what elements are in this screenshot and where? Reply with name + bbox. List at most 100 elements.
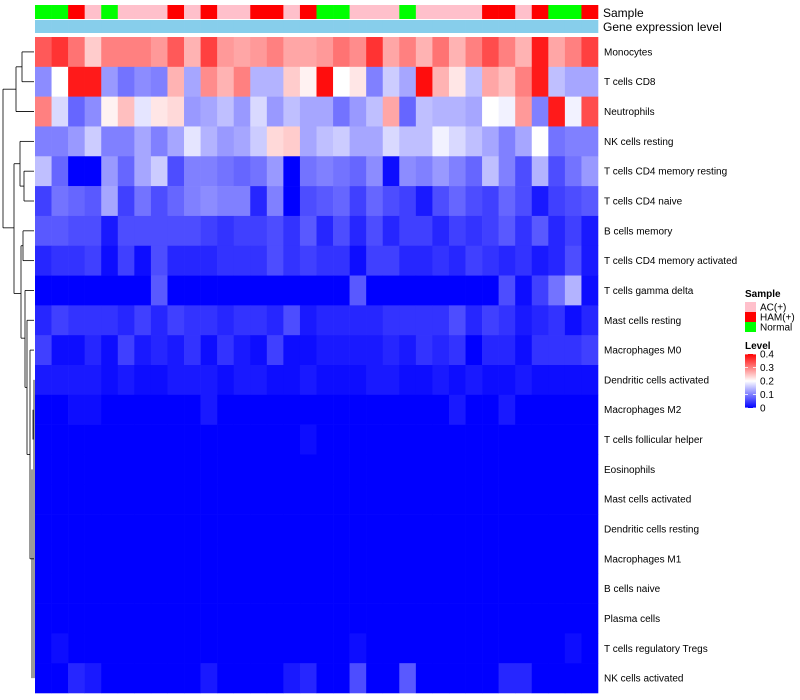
heatmap-cell — [250, 484, 268, 515]
heatmap-cell — [465, 514, 483, 545]
heatmap-cell — [465, 305, 483, 336]
row-label: T cells CD8 — [604, 77, 656, 88]
heatmap-cell — [167, 663, 185, 694]
heatmap-cell — [250, 335, 268, 366]
heatmap-cell — [448, 186, 466, 217]
heatmap-cell — [35, 66, 52, 97]
expression-annotation-cell — [117, 20, 135, 33]
heatmap-cell — [448, 454, 466, 485]
heatmap-cell — [200, 365, 218, 396]
heatmap-cell — [581, 394, 599, 425]
heatmap-cell — [349, 335, 367, 366]
heatmap-cell — [217, 484, 235, 515]
heatmap-cell — [531, 37, 549, 68]
heatmap-cell — [233, 126, 251, 157]
row-label: Mast cells activated — [604, 495, 691, 506]
heatmap-cell — [465, 663, 483, 694]
heatmap-cell — [84, 424, 102, 455]
heatmap-cell — [349, 305, 367, 336]
heatmap-cell — [117, 37, 135, 68]
heatmap-cell — [200, 245, 218, 276]
heatmap-cell — [333, 156, 350, 187]
heatmap-cell — [134, 514, 152, 545]
heatmap-cell — [366, 275, 384, 306]
heatmap-cell — [233, 215, 251, 247]
heatmap-cell — [515, 663, 533, 694]
heatmap-cell — [101, 394, 119, 425]
heatmap-cell — [564, 186, 582, 217]
expression-annotation-bar — [35, 20, 599, 33]
heatmap-cell — [415, 156, 433, 187]
heatmap-cell — [134, 186, 152, 217]
heatmap-cell — [134, 633, 152, 664]
heatmap-cell — [68, 37, 85, 68]
heatmap-cell — [117, 335, 135, 366]
heatmap-cell — [465, 454, 483, 485]
heatmap-cell — [382, 484, 400, 515]
heatmap-cell — [333, 215, 350, 247]
heatmap-cell — [283, 603, 301, 634]
heatmap-cell — [134, 335, 152, 366]
heatmap-cell — [498, 543, 516, 575]
heatmap-cell — [316, 663, 334, 694]
heatmap-cell — [167, 126, 185, 157]
heatmap-cell — [415, 663, 433, 694]
heatmap-cell — [581, 215, 599, 247]
heatmap-cell — [316, 156, 334, 187]
heatmap-cell — [382, 543, 400, 575]
heatmap-cell — [233, 275, 251, 306]
heatmap-cell — [448, 484, 466, 515]
sample-annotation-cell — [382, 5, 400, 19]
heatmap-cell — [184, 275, 201, 306]
heatmap-cell — [448, 96, 466, 127]
heatmap-cell — [349, 484, 367, 515]
heatmap-cell — [432, 126, 450, 157]
expression-annotation-cell — [68, 20, 85, 33]
heatmap-cell — [432, 484, 450, 515]
heatmap-cell — [349, 633, 367, 664]
heatmap-cell — [250, 156, 268, 187]
heatmap-cell — [266, 186, 284, 217]
heatmap-cell — [101, 514, 119, 545]
heatmap-cell — [548, 633, 566, 664]
heatmap-cell — [283, 663, 301, 694]
heatmap-cell — [333, 245, 350, 276]
row-label: T cells gamma delta — [604, 286, 694, 297]
heatmap-cell — [250, 394, 268, 425]
heatmap-cell — [432, 543, 450, 575]
heatmap-cell — [432, 514, 450, 545]
heatmap-cell — [134, 245, 152, 276]
heatmap-cell — [184, 603, 201, 634]
heatmap-cell — [448, 424, 466, 455]
heatmap-cell — [101, 37, 119, 68]
heatmap-cell — [349, 215, 367, 247]
heatmap-cell — [217, 454, 235, 485]
heatmap-cell — [266, 66, 284, 97]
heatmap-cell — [482, 633, 499, 664]
heatmap-cell — [581, 365, 599, 396]
heatmap-cell — [134, 454, 152, 485]
sample-legend-swatch — [745, 302, 756, 312]
heatmap-cell — [531, 245, 549, 276]
heatmap-cell — [333, 603, 350, 634]
heatmap-cell — [564, 245, 582, 276]
heatmap-cell — [250, 275, 268, 306]
heatmap-cell — [349, 245, 367, 276]
expression-annotation-cell — [35, 20, 52, 33]
heatmap-cell — [150, 603, 168, 634]
heatmap-cell — [382, 603, 400, 634]
heatmap-cell — [316, 245, 334, 276]
heatmap-cell — [283, 365, 301, 396]
expression-annotation-cell — [382, 20, 400, 33]
row-label: T cells CD4 naive — [604, 197, 683, 208]
heatmap-cell — [266, 37, 284, 68]
heatmap-cell — [515, 365, 533, 396]
heatmap-cell — [465, 156, 483, 187]
heatmap-cell — [35, 573, 52, 604]
heatmap-cell — [68, 335, 85, 366]
heatmap-cell — [399, 215, 417, 247]
heatmap-cell — [531, 484, 549, 515]
heatmap-cell — [333, 424, 350, 455]
heatmap-cell — [366, 514, 384, 545]
sample-annotation-cell — [35, 5, 52, 19]
